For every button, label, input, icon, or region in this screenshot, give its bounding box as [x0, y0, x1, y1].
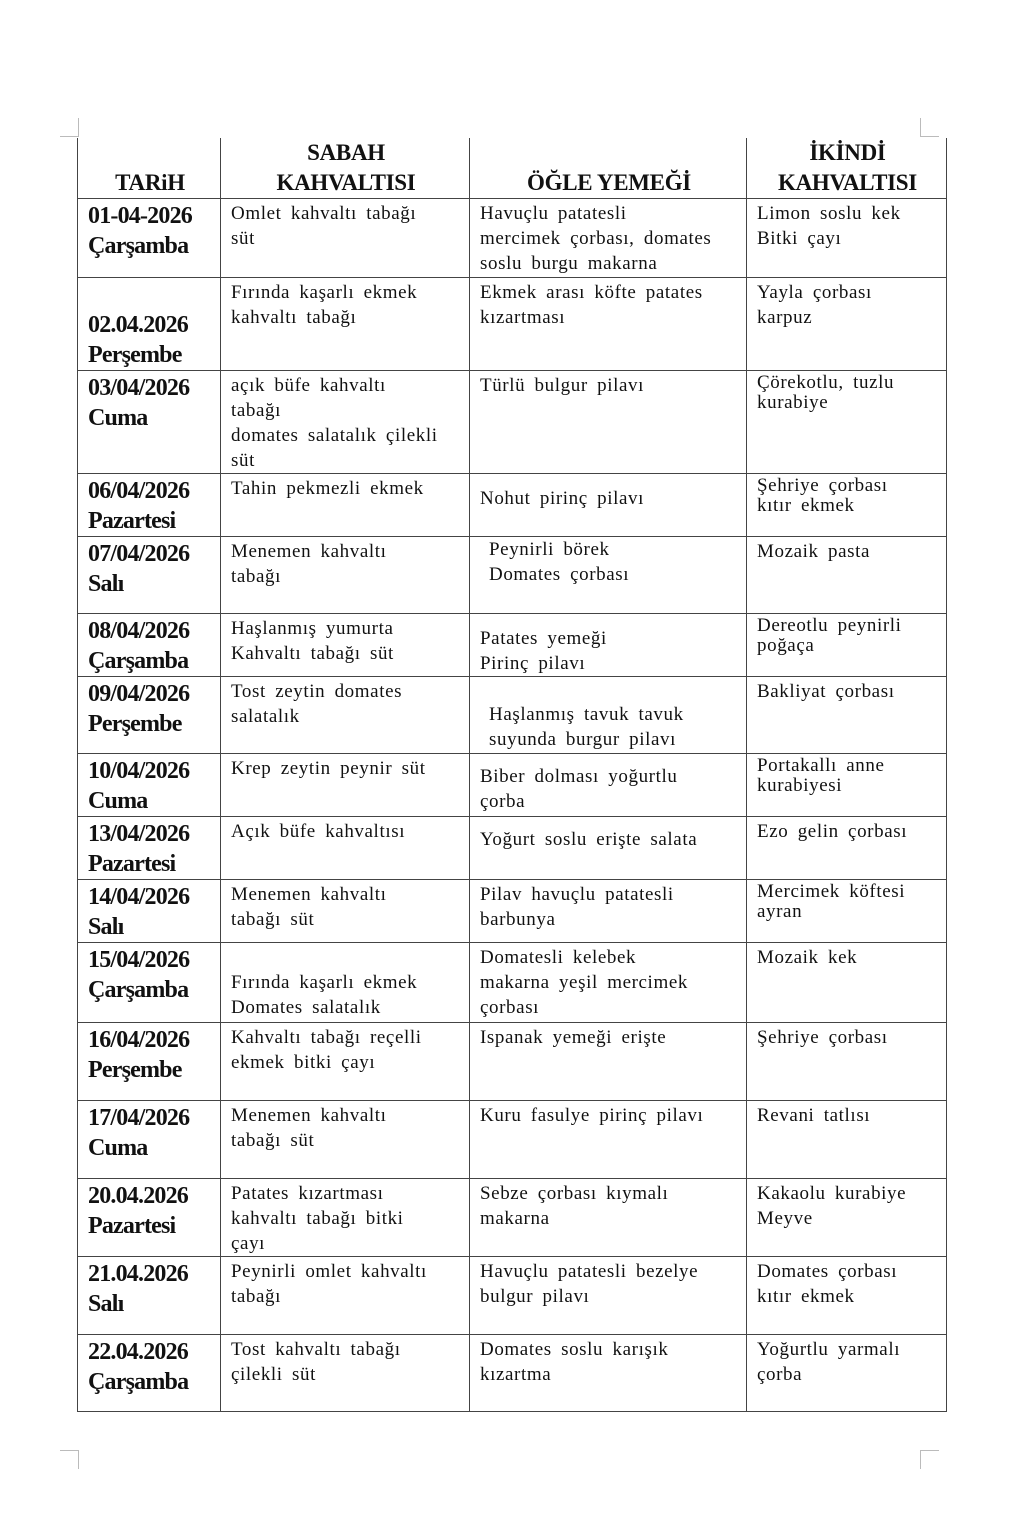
date-cell: 13/04/2026 Pazartesi: [77, 816, 221, 880]
afternoon-cell: Revani tatlısı: [746, 1100, 947, 1179]
lunch-cell: Patates yemeği Pirinç pilavı: [469, 613, 747, 677]
header-breakfast: SABAH KAHVALTISI: [220, 138, 470, 199]
lunch-cell: Pilav havuçlu patatesli barbunya: [469, 879, 747, 943]
date-cell: 02.04.2026 Perşembe: [77, 277, 221, 371]
breakfast-cell: Peynirli omlet kahvaltı tabağı: [220, 1256, 470, 1335]
table-row: 02.04.2026 Perşembe Fırında kaşarlı ekmek…: [77, 277, 947, 371]
breakfast-cell: Fırında kaşarlı ekmek kahvaltı tabağı: [220, 277, 470, 371]
breakfast-cell: açık büfe kahvaltı tabağı domates salata…: [220, 370, 470, 474]
date-cell: 16/04/2026 Perşembe: [77, 1022, 221, 1101]
breakfast-cell: Kahvaltı tabağı reçelli ekmek bitki çayı: [220, 1022, 470, 1101]
lunch-cell: Domatesli kelebek makarna yeşil mercimek…: [469, 942, 747, 1023]
afternoon-cell: Kakaolu kurabiye Meyve: [746, 1178, 947, 1257]
lunch-cell: Peynirli börek Domates çorbası: [469, 536, 747, 614]
lunch-cell: Havuçlu patatesli bezelye bulgur pilavı: [469, 1256, 747, 1335]
lunch-cell: Nohut pirinç pilavı: [469, 473, 747, 537]
page-corner-mark: [60, 1450, 79, 1469]
afternoon-cell: Mozaik pasta: [746, 536, 947, 614]
afternoon-cell: Ezo gelin çorbası: [746, 816, 947, 880]
page-corner-mark: [60, 118, 79, 137]
table-row: 14/04/2026 Salı Menemen kahvaltı tabağı s…: [77, 879, 947, 943]
afternoon-cell: Domates çorbası kıtır ekmek: [746, 1256, 947, 1335]
table-row: 13/04/2026 Pazartesi Açık büfe kahvaltısı…: [77, 816, 947, 880]
date-cell: 07/04/2026 Salı: [77, 536, 221, 614]
date-cell: 01-04-2026 Çarşamba: [77, 198, 221, 278]
table-row: 06/04/2026 Pazartesi Tahin pekmezli ekmek…: [77, 473, 947, 537]
meal-menu-table: TARiH SABAH KAHVALTISI ÖĞLE YEMEĞİ İKİND…: [77, 138, 947, 1412]
lunch-cell: Sebze çorbası kıymalı makarna: [469, 1178, 747, 1257]
afternoon-cell: Yayla çorbası karpuz: [746, 277, 947, 371]
date-cell: 06/04/2026 Pazartesi: [77, 473, 221, 537]
lunch-cell: Kuru fasulye pirinç pilavı: [469, 1100, 747, 1179]
afternoon-cell: Limon soslu kek Bitki çayı: [746, 198, 947, 278]
date-cell: 09/04/2026 Perşembe: [77, 676, 221, 754]
afternoon-cell: Yoğurtlu yarmalı çorba: [746, 1334, 947, 1412]
table-row: 09/04/2026 Perşembe Tost zeytin domates s…: [77, 676, 947, 754]
breakfast-cell: Fırında kaşarlı ekmek Domates salatalık: [220, 942, 470, 1023]
header-lunch: ÖĞLE YEMEĞİ: [469, 138, 747, 199]
date-cell: 14/04/2026 Salı: [77, 879, 221, 943]
afternoon-cell: Şehriye çorbası: [746, 1022, 947, 1101]
breakfast-cell: Patates kızartması kahvaltı tabağı bitki…: [220, 1178, 470, 1257]
lunch-cell: Domates soslu karışık kızartma: [469, 1334, 747, 1412]
lunch-cell: Haşlanmış tavuk tavuk suyunda burgur pil…: [469, 676, 747, 754]
breakfast-cell: Tahin pekmezli ekmek: [220, 473, 470, 537]
table-row: 03/04/2026 Cuma açık büfe kahvaltı tabağı…: [77, 370, 947, 474]
page-corner-mark: [920, 118, 939, 137]
table-row: 17/04/2026 Cuma Menemen kahvaltı tabağı s…: [77, 1100, 947, 1179]
table-row: 20.04.2026 Pazartesi Patates kızartması k…: [77, 1178, 947, 1257]
breakfast-cell: Menemen kahvaltı tabağı: [220, 536, 470, 614]
lunch-cell: Ispanak yemeği erişte: [469, 1022, 747, 1101]
afternoon-cell: Şehriye çorbası kıtır ekmek: [746, 473, 947, 537]
date-cell: 08/04/2026 Çarşamba: [77, 613, 221, 677]
table-row: 15/04/2026 Çarşamba Fırında kaşarlı ekmek…: [77, 942, 947, 1023]
lunch-cell: Türlü bulgur pilavı: [469, 370, 747, 474]
table-row: 07/04/2026 Salı Menemen kahvaltı tabağı Pe…: [77, 536, 947, 614]
table-row: 22.04.2026 Çarşamba Tost kahvaltı tabağı …: [77, 1334, 947, 1412]
page-corner-mark: [920, 1450, 939, 1469]
table-row: 16/04/2026 Perşembe Kahvaltı tabağı reçel…: [77, 1022, 947, 1101]
table-row: 10/04/2026 Cuma Krep zeytin peynir süt Bib…: [77, 753, 947, 817]
date-cell: 15/04/2026 Çarşamba: [77, 942, 221, 1023]
afternoon-cell: Çörekotlu, tuzlu kurabiye: [746, 370, 947, 474]
breakfast-cell: Tost kahvaltı tabağı çilekli süt: [220, 1334, 470, 1412]
date-cell: 03/04/2026 Cuma: [77, 370, 221, 474]
header-row: TARiH SABAH KAHVALTISI ÖĞLE YEMEĞİ İKİND…: [77, 138, 947, 199]
breakfast-cell: Tost zeytin domates salatalık: [220, 676, 470, 754]
date-cell: 17/04/2026 Cuma: [77, 1100, 221, 1179]
afternoon-cell: Dereotlu peynirli poğaça: [746, 613, 947, 677]
afternoon-cell: Mozaik kek: [746, 942, 947, 1023]
date-cell: 10/04/2026 Cuma: [77, 753, 221, 817]
breakfast-cell: Açık büfe kahvaltısı: [220, 816, 470, 880]
breakfast-cell: Menemen kahvaltı tabağı süt: [220, 1100, 470, 1179]
header-date: TARiH: [77, 138, 221, 199]
breakfast-cell: Haşlanmış yumurta Kahvaltı tabağı süt: [220, 613, 470, 677]
breakfast-cell: Krep zeytin peynir süt: [220, 753, 470, 817]
header-afternoon: İKİNDİ KAHVALTISI: [746, 138, 947, 199]
afternoon-cell: Portakallı anne kurabiyesi: [746, 753, 947, 817]
lunch-cell: Havuçlu patatesli mercimek çorbası, doma…: [469, 198, 747, 278]
date-cell: 20.04.2026 Pazartesi: [77, 1178, 221, 1257]
breakfast-cell: Menemen kahvaltı tabağı süt: [220, 879, 470, 943]
date-cell: 21.04.2026 Salı: [77, 1256, 221, 1335]
table-row: 01-04-2026 Çarşamba Omlet kahvaltı tabağı…: [77, 198, 947, 278]
lunch-cell: Yoğurt soslu erişte salata: [469, 816, 747, 880]
table-row: 21.04.2026 Salı Peynirli omlet kahvaltı t…: [77, 1256, 947, 1335]
lunch-cell: Biber dolması yoğurtlu çorba: [469, 753, 747, 817]
afternoon-cell: Mercimek köftesi ayran: [746, 879, 947, 943]
table-row: 08/04/2026 Çarşamba Haşlanmış yumurta Kah…: [77, 613, 947, 677]
lunch-cell: Ekmek arası köfte patates kızartması: [469, 277, 747, 371]
date-cell: 22.04.2026 Çarşamba: [77, 1334, 221, 1412]
breakfast-cell: Omlet kahvaltı tabağı süt: [220, 198, 470, 278]
afternoon-cell: Bakliyat çorbası: [746, 676, 947, 754]
